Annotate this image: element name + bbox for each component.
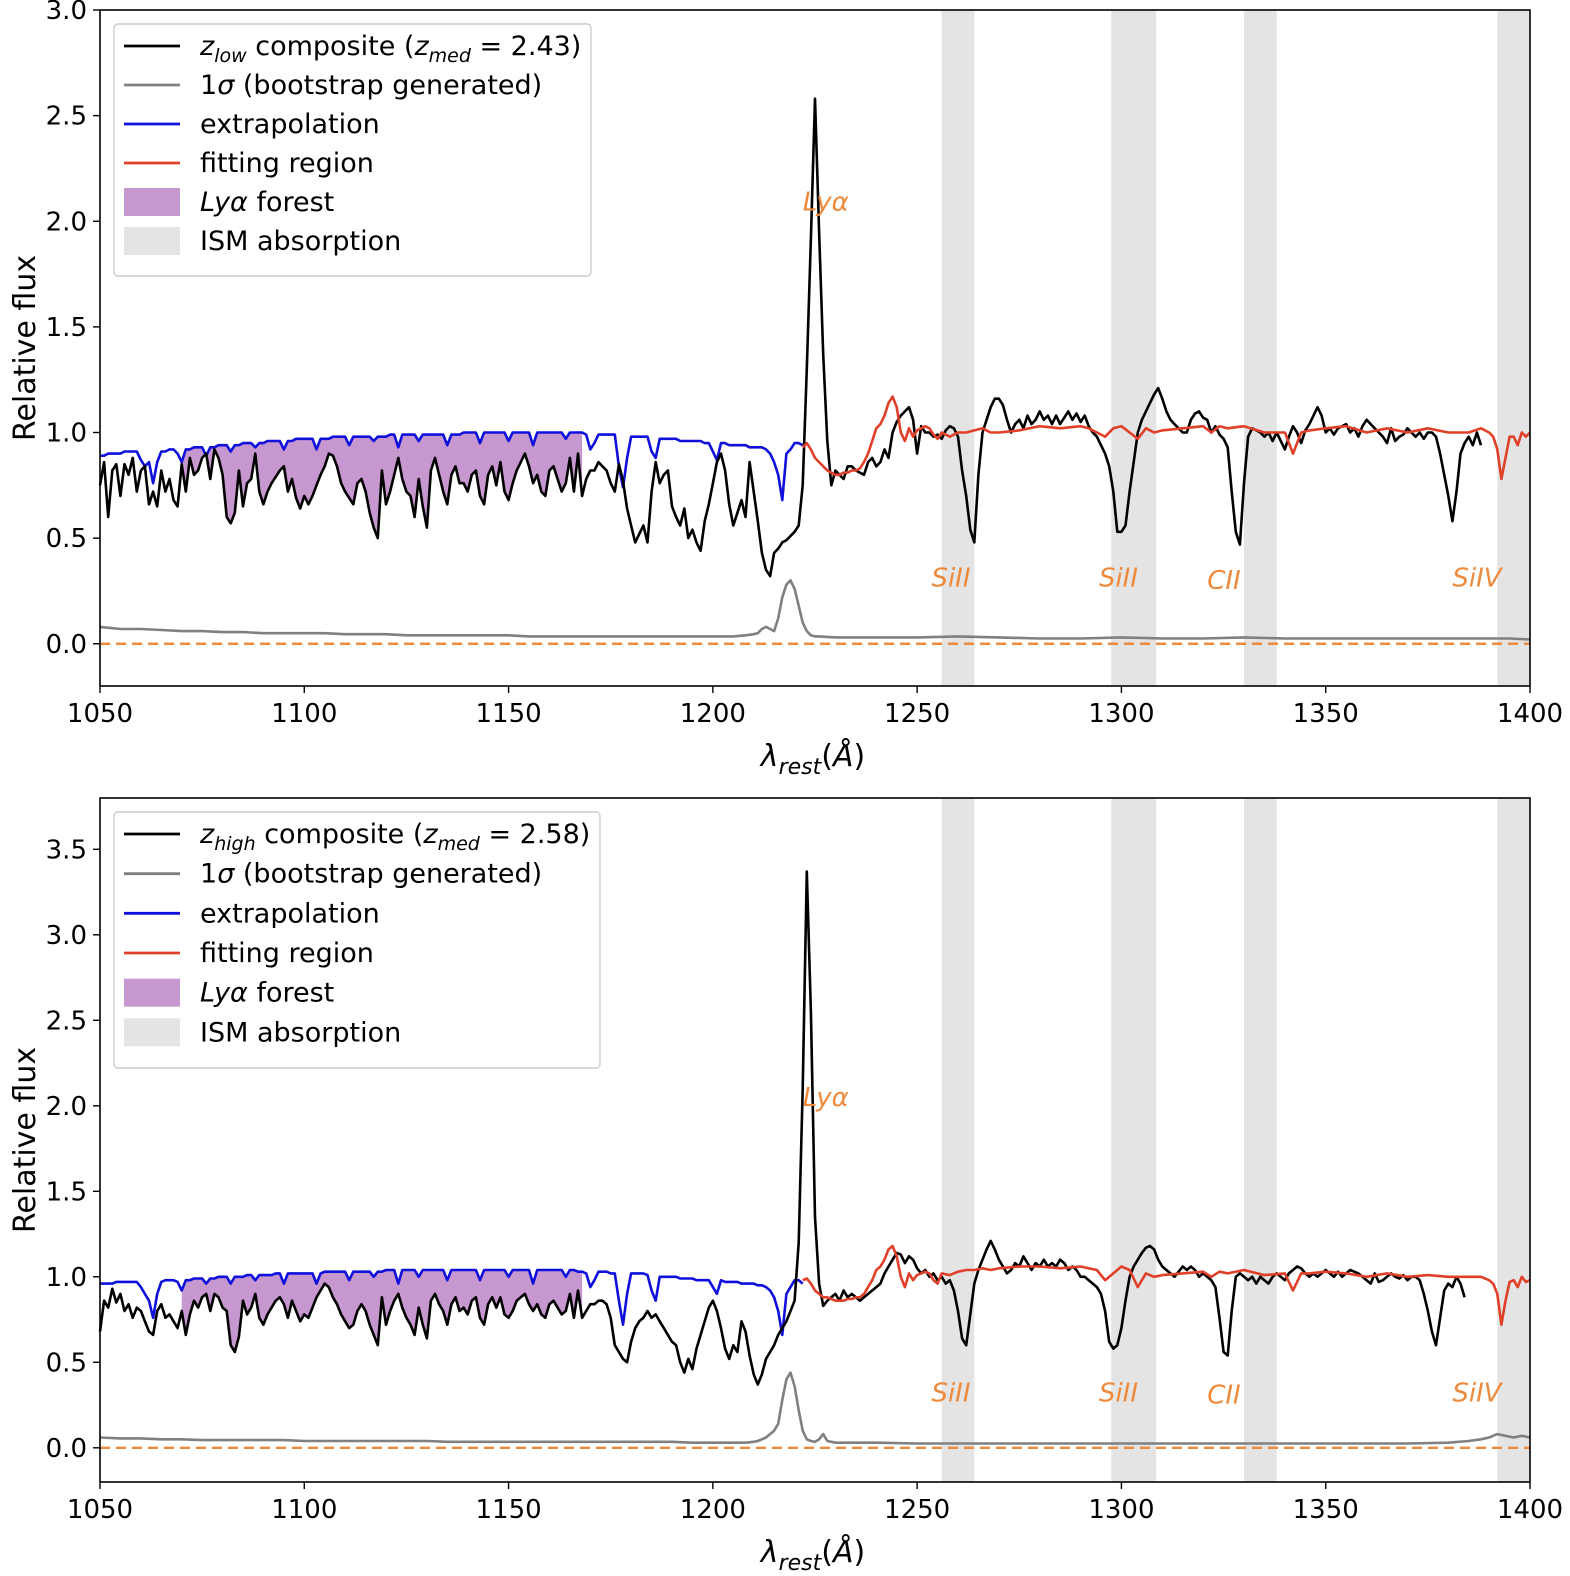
legend-label-sigma: 1σ (bootstrap generated) <box>200 859 542 890</box>
x-axis-label: λrest(Å) <box>759 738 865 780</box>
y-tick-label: 1.5 <box>46 313 87 343</box>
ism-band <box>941 10 975 686</box>
legend-swatch-ism <box>124 1018 180 1047</box>
y-tick-label: 3.5 <box>46 835 87 865</box>
y-tick-label: 2.5 <box>46 1006 87 1036</box>
lya-forest-fill <box>181 432 583 539</box>
plot-frame <box>99 9 1531 687</box>
line-annotation: SiII <box>931 1379 970 1409</box>
legend-label-fit: fitting region <box>200 938 374 969</box>
y-tick-label: 2.5 <box>46 102 87 132</box>
line-annotation: Lyα <box>803 188 849 218</box>
y-tick-label: 0.0 <box>46 1434 87 1464</box>
y-tick-label: 1.0 <box>46 419 87 449</box>
line-annotation: SiII <box>1099 564 1138 594</box>
y-tick-label: 2.0 <box>46 1092 87 1122</box>
legend-label-extrap: extrapolation <box>200 109 380 140</box>
y-axis-label: Relative flux <box>8 1047 43 1233</box>
x-tick-label: 1050 <box>67 699 133 729</box>
legend-label-ism: ISM absorption <box>200 1017 401 1048</box>
legend: zlow composite (zmed = 2.43)1σ (bootstra… <box>113 23 592 277</box>
composite-series-line <box>98 97 1483 578</box>
x-tick-label: 1350 <box>1293 699 1359 729</box>
extrapolation-series-line <box>100 431 804 502</box>
line-annotation: SiII <box>931 564 970 594</box>
x-tick-label: 1400 <box>1497 1495 1563 1525</box>
x-tick-label: 1100 <box>271 1495 337 1525</box>
bottom-panel: Lyα SiII SiII CII SiIV 1050 1100 1150 1200 1250 13… <box>8 797 1563 1576</box>
legend-label-composite: zhigh composite (zmed = 2.58) <box>199 819 590 855</box>
line-annotation: SiIV <box>1452 564 1503 594</box>
legend-swatch-ism <box>124 227 180 255</box>
y-tick-label: 0.0 <box>46 630 87 660</box>
x-tick-label: 1400 <box>1497 699 1563 729</box>
y-axis-label: Relative flux <box>8 255 43 441</box>
fitting-region-series-line <box>801 395 1531 481</box>
ism-band <box>1244 10 1277 686</box>
y-tick-label: 1.5 <box>46 1177 87 1207</box>
y-tick-label: 0.5 <box>46 524 87 554</box>
ism-band <box>1497 10 1530 686</box>
fitting-region-series-line <box>802 1244 1531 1326</box>
y-tick-label: 3.0 <box>46 0 87 26</box>
legend-swatch-forest <box>124 978 180 1007</box>
ism-band <box>1111 798 1157 1482</box>
y-tick-label: 1.0 <box>46 1263 87 1293</box>
legend-box <box>113 811 601 1069</box>
legend-label-fit: fitting region <box>200 148 374 179</box>
y-tick-label: 0.5 <box>46 1348 87 1378</box>
x-tick-label: 1150 <box>475 699 541 729</box>
composite-series-line <box>98 870 1466 1386</box>
legend-swatch-forest <box>124 188 180 216</box>
x-tick-label: 1350 <box>1293 1495 1359 1525</box>
x-tick-label: 1200 <box>680 699 746 729</box>
legend-label-forest: Lyα forest <box>200 978 334 1009</box>
x-tick-label: 1250 <box>884 699 950 729</box>
x-tick-label: 1250 <box>884 1495 950 1525</box>
sigma-series-line <box>99 579 1531 641</box>
y-tick-label: 2.0 <box>46 207 87 237</box>
ism-band <box>1111 10 1157 686</box>
x-tick-label: 1300 <box>1088 699 1154 729</box>
x-tick-label: 1300 <box>1088 1495 1154 1525</box>
line-annotation: CII <box>1207 566 1241 596</box>
plot-frame <box>99 797 1531 1483</box>
legend-label-sigma: 1σ (bootstrap generated) <box>200 70 542 101</box>
x-tick-label: 1050 <box>67 1495 133 1525</box>
legend-label-ism: ISM absorption <box>200 226 401 257</box>
x-axis-label: λrest(Å) <box>759 1534 865 1576</box>
line-annotation: SiIV <box>1452 1379 1503 1409</box>
legend-label-composite: zlow composite (zmed = 2.43) <box>199 31 581 67</box>
extrapolation-series-line <box>100 1268 804 1337</box>
legend-label-extrap: extrapolation <box>200 898 380 929</box>
line-annotation: Lyα <box>803 1083 849 1113</box>
legend-box <box>113 23 592 277</box>
sigma-series-line <box>99 1371 1531 1445</box>
line-annotation: SiII <box>1099 1379 1138 1409</box>
x-tick-label: 1200 <box>680 1495 746 1525</box>
line-annotation: CII <box>1207 1380 1241 1410</box>
legend-label-forest: Lyα forest <box>200 187 334 218</box>
legend: zhigh composite (zmed = 2.58) 1σ (bootstr… <box>113 811 601 1069</box>
x-tick-label: 1100 <box>271 699 337 729</box>
y-tick-label: 3.0 <box>46 921 87 951</box>
ism-band <box>1244 798 1277 1482</box>
x-tick-label: 1150 <box>475 1495 541 1525</box>
top-panel: Lyα SiII SiII CII SiIV 1050 1100 1150 1200 1250 13… <box>8 0 1563 780</box>
lya-forest-fill <box>181 1270 583 1352</box>
ism-band <box>1497 798 1530 1482</box>
ism-band <box>941 798 975 1482</box>
